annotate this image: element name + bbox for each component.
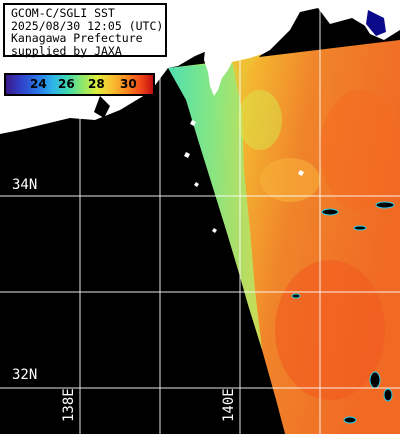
lon-label-138e: 138E <box>61 388 77 422</box>
supplier: supplied by JAXA <box>11 43 122 58</box>
cool-eddy <box>238 90 282 150</box>
land-west-inlet <box>94 96 110 118</box>
warm-patch <box>275 260 385 400</box>
colorbar-label-26: 26 <box>58 77 75 91</box>
lon-label-140e: 140E <box>221 388 237 422</box>
land-izu <box>204 46 232 96</box>
colorbar-label-30: 30 <box>120 77 137 91</box>
product-name: GCOM-C/SGLI SST <box>11 6 115 20</box>
colorbar-label-28: 28 <box>88 77 105 91</box>
lat-label-34n: 34N <box>12 177 38 193</box>
product-info-box: GCOM-C/SGLI SST 2025/08/30 12:05 (UTC) K… <box>3 3 167 57</box>
izu-islands <box>184 120 304 233</box>
region-name: Kanagawa Prefecture <box>11 31 143 45</box>
coastal-cool-band <box>168 62 262 350</box>
cool-eddy <box>260 158 320 202</box>
sst-colorbar: 24 26 28 30 <box>4 73 155 96</box>
observation-time: 2025/08/30 12:05 (UTC) <box>11 18 164 33</box>
tokyo-bay <box>366 10 386 36</box>
colorbar-label-24: 24 <box>30 77 47 91</box>
no-data-region <box>0 68 285 434</box>
warm-patch <box>320 90 400 210</box>
lat-label-32n: 32N <box>12 367 38 383</box>
